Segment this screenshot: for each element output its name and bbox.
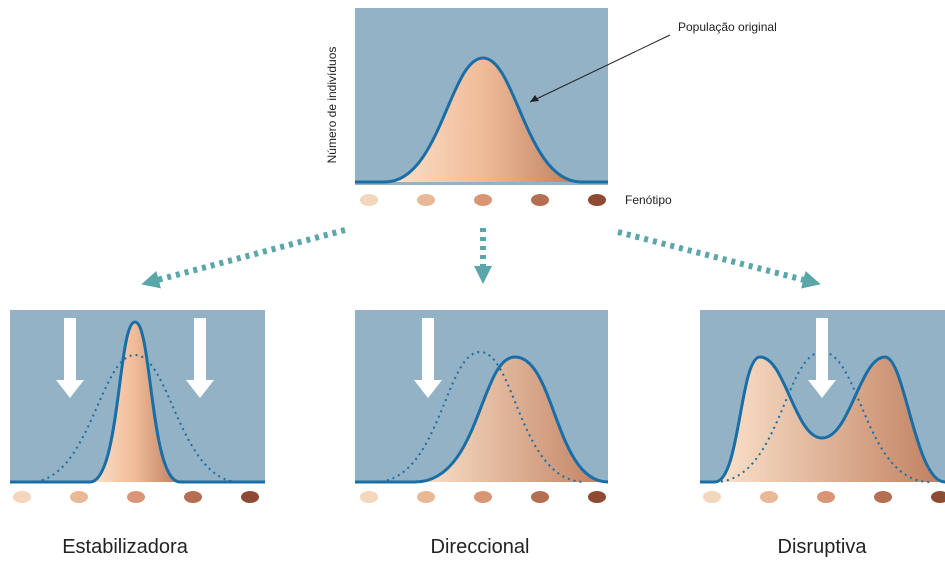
phenotype-icons	[703, 491, 945, 503]
pointer-head	[530, 95, 539, 102]
area	[715, 357, 945, 482]
area	[90, 322, 180, 482]
x-axis-label: Fenótipo	[625, 193, 672, 207]
selection-arrow	[808, 318, 836, 398]
panel-label: Disruptiva	[778, 536, 868, 558]
y-axis-label: Número de indivíduos	[325, 47, 339, 164]
arrow-right	[617, 229, 821, 289]
pointer-line	[529, 34, 671, 103]
phenotype-icons	[13, 491, 259, 503]
curve	[10, 320, 265, 484]
curve	[700, 355, 945, 484]
arrow-left	[141, 227, 346, 289]
original-dotted	[374, 350, 586, 483]
panel-label: Estabilizadora	[62, 536, 189, 558]
original-curve	[355, 56, 608, 184]
area	[415, 357, 608, 482]
curve-label: População original	[678, 20, 777, 34]
selection-arrow	[414, 318, 442, 398]
panel-label: Direccional	[431, 536, 530, 558]
curve	[355, 355, 609, 484]
selection-arrow	[186, 318, 214, 398]
phenotype-icons	[360, 491, 606, 503]
original-dotted	[29, 353, 241, 483]
original-area	[385, 58, 581, 182]
selection-arrow	[56, 318, 84, 398]
phenotype-icons	[360, 194, 606, 206]
